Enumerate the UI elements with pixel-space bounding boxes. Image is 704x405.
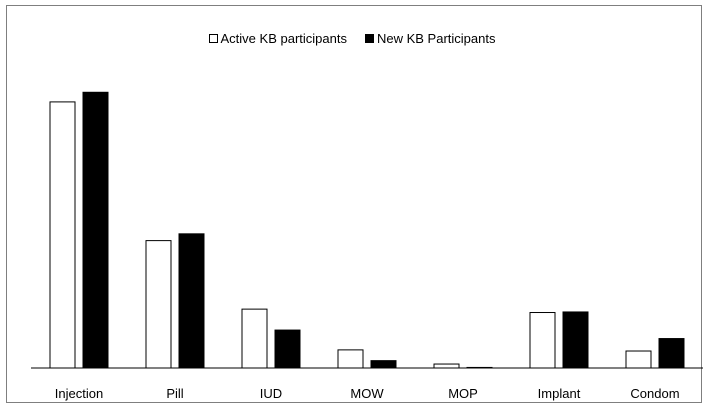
x-tick-label-iud: IUD — [260, 386, 282, 401]
x-tick-label-mop: MOP — [448, 386, 478, 401]
legend-swatch-new — [364, 34, 374, 43]
legend-item-active: Active KB participants — [208, 31, 347, 46]
legend-label-new: New KB Participants — [376, 31, 496, 46]
bar-new-pill — [178, 233, 205, 369]
bar-new-injection — [82, 91, 109, 369]
bar-new-iud — [274, 329, 301, 369]
bar-active-pill — [145, 240, 172, 369]
legend-label-active: Active KB participants — [220, 31, 347, 46]
bar-active-implant — [529, 312, 556, 369]
bar-new-implant — [562, 311, 589, 369]
bar-new-mow — [370, 360, 397, 369]
bar-new-mop — [466, 366, 493, 369]
legend-item-new: New KB Participants — [364, 31, 496, 46]
x-tick-label-condom: Condom — [630, 386, 679, 401]
x-tick-label-pill: Pill — [166, 386, 183, 401]
bar-active-mop — [433, 363, 460, 369]
x-tick-label-injection: Injection — [55, 386, 103, 401]
legend: Active KB participants New KB Participan… — [0, 31, 704, 46]
bar-active-condom — [625, 350, 652, 369]
legend-swatch-active — [208, 34, 218, 43]
bar-active-iud — [241, 308, 268, 369]
bar-new-condom — [658, 338, 685, 369]
x-tick-label-mow: MOW — [350, 386, 384, 401]
x-tick-label-implant: Implant — [538, 386, 581, 401]
bar-active-injection — [49, 101, 76, 369]
bar-active-mow — [337, 349, 364, 369]
